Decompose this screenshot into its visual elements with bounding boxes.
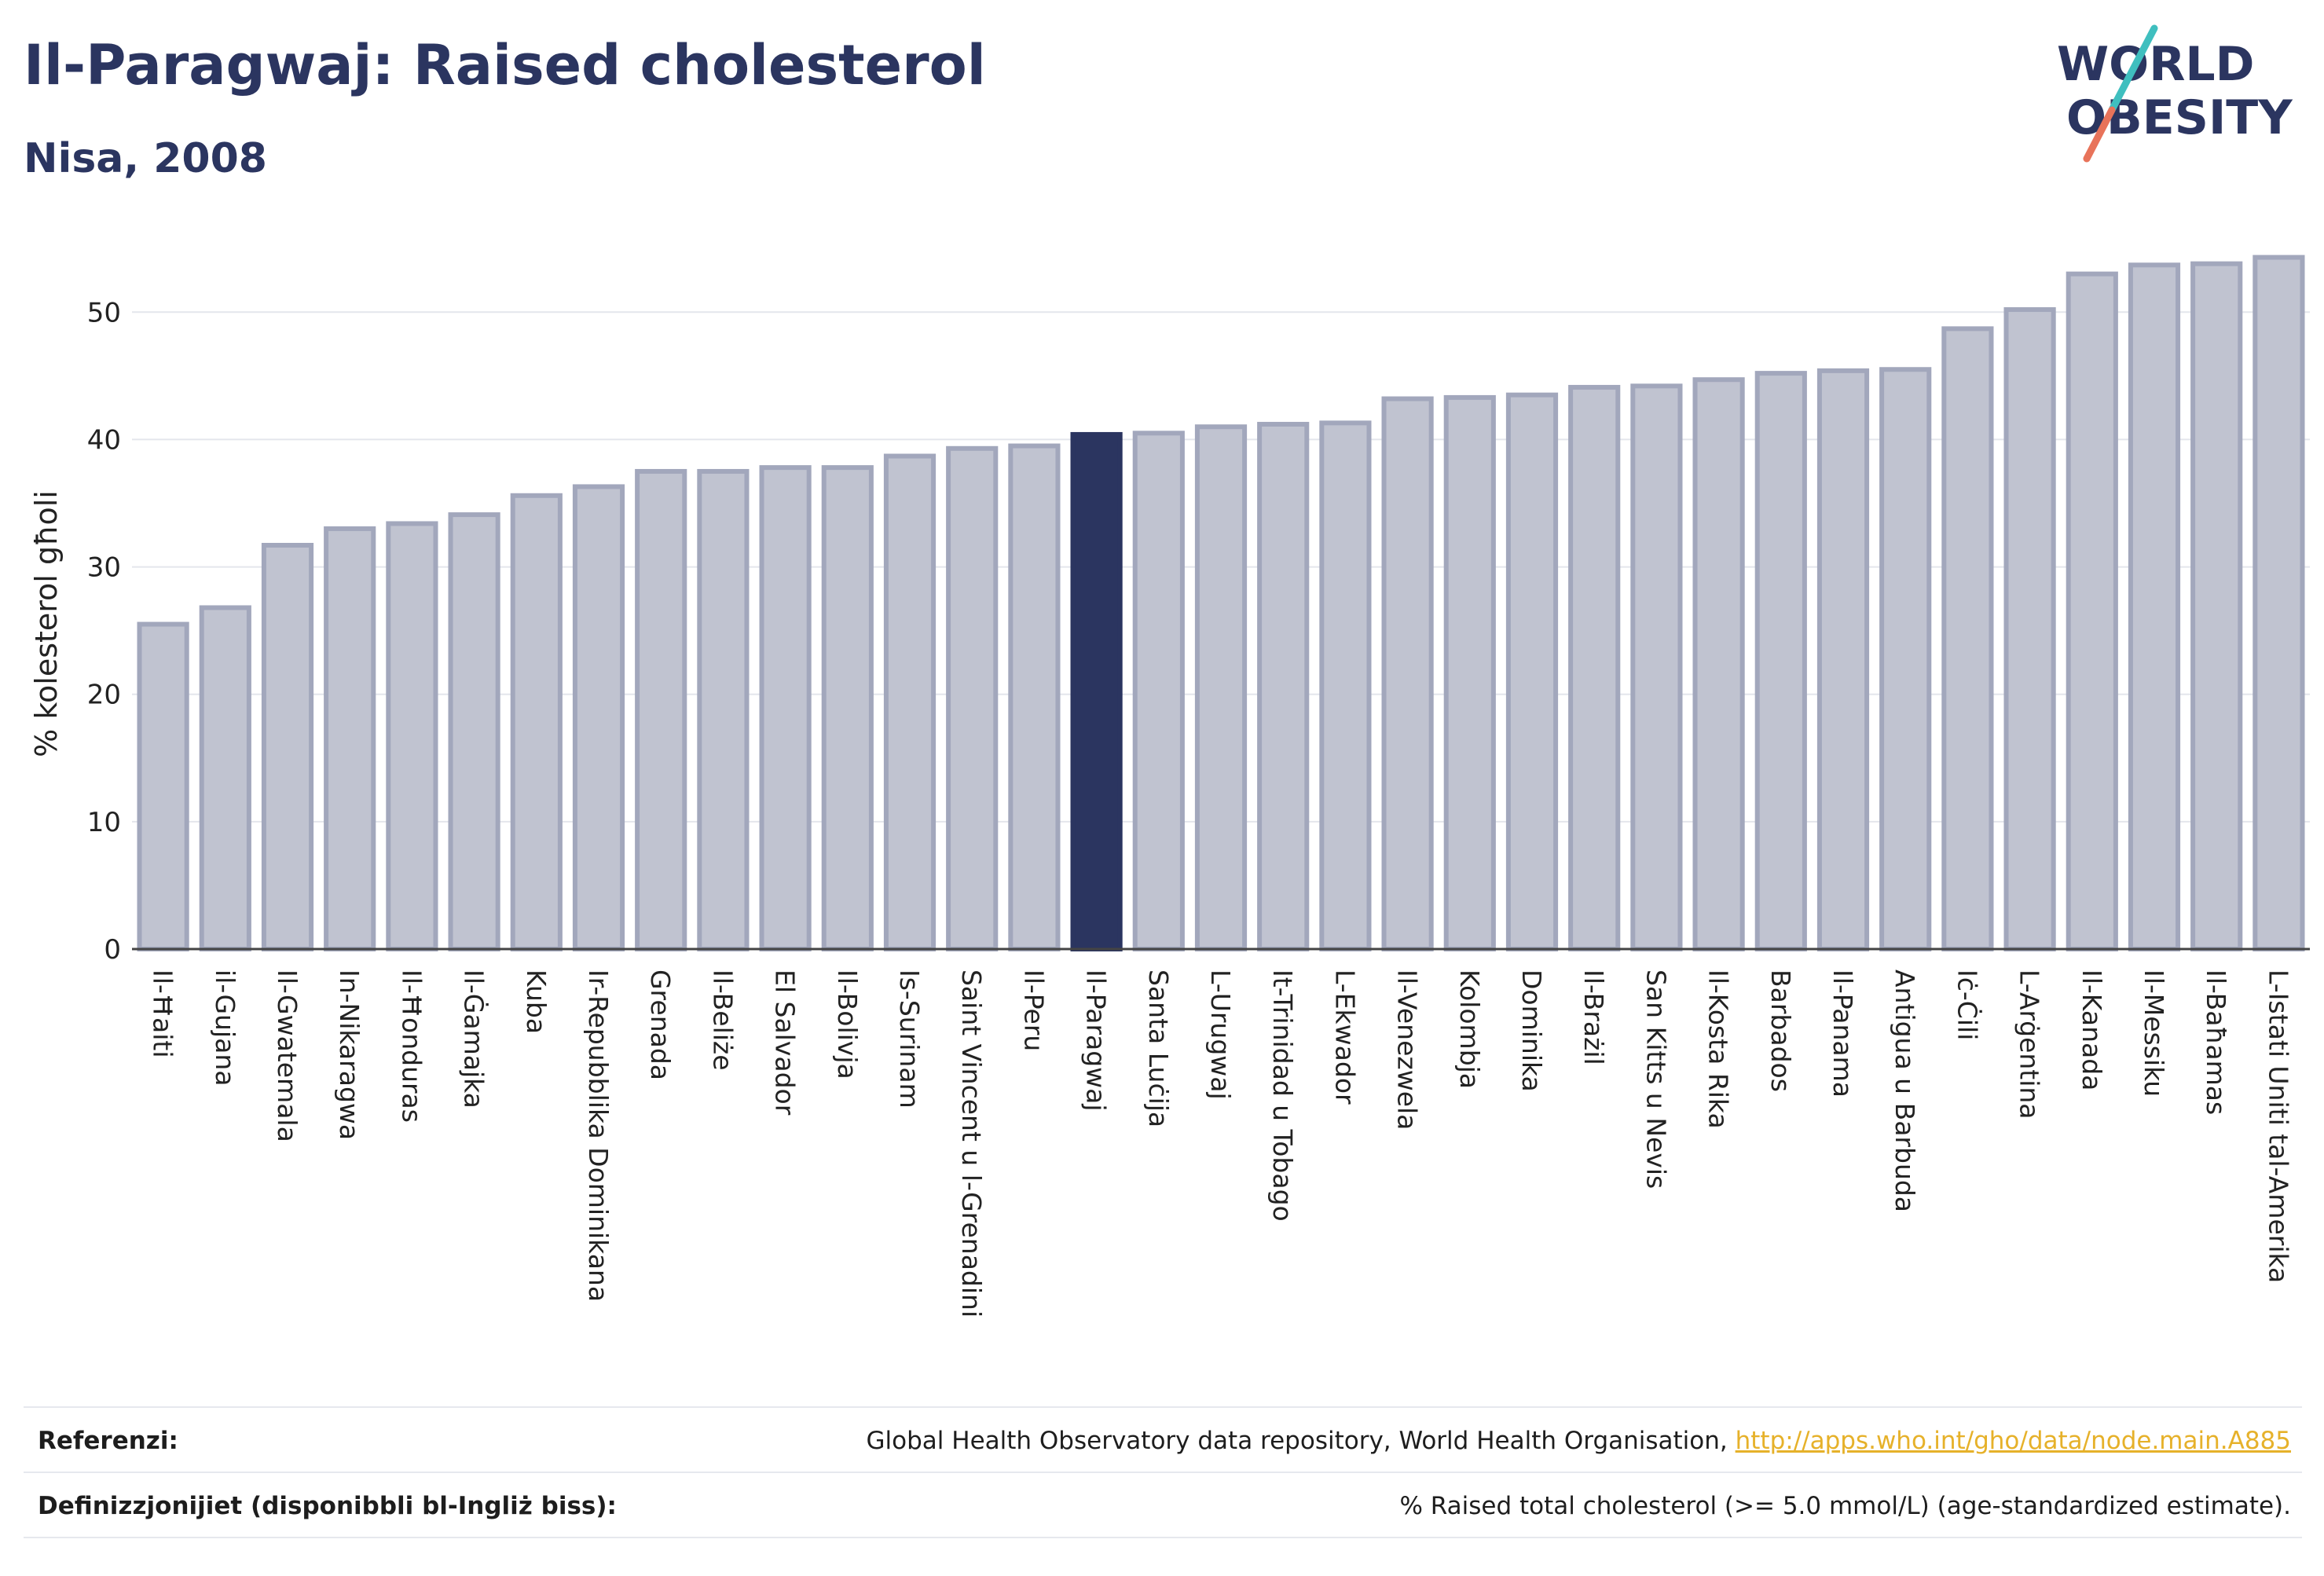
bar [1816, 368, 1870, 952]
logo-slash-coral [2083, 106, 2116, 163]
x-tick-label: Il-Kosta Rika [1703, 969, 1734, 1129]
x-tick-label: Barbados [1765, 969, 1796, 1092]
bar [2253, 255, 2305, 952]
bar [2128, 262, 2181, 951]
x-tick-label: Il-Ġamajka [459, 969, 490, 1109]
y-axis-ticks: 0 10 20 30 40 50 [87, 297, 121, 966]
x-tick-label: Il-Ħaiti [148, 969, 178, 1058]
x-tick-label: il-Gujana [210, 969, 240, 1086]
logo-slash-teal [2108, 24, 2158, 114]
x-tick-label: Il-Venezwela [1392, 969, 1423, 1130]
bar [1568, 384, 1621, 951]
x-tick-label: Il-Baħamas [2201, 969, 2231, 1115]
bars [137, 255, 2305, 952]
x-tick-label: Saint Vincent u l-Grenadini [956, 969, 987, 1318]
bar [448, 512, 500, 951]
x-tick-label: Il-Brażil [1578, 969, 1609, 1065]
bar [137, 621, 189, 951]
references-value: Global Health Observatory data repositor… [867, 1427, 2291, 1455]
x-tick-label: In-Nikaragwa [334, 969, 365, 1140]
y-tick-label: 50 [87, 297, 121, 328]
bar [2190, 261, 2243, 951]
bar [386, 521, 438, 951]
bar [572, 484, 625, 951]
footer-divider [24, 1537, 2302, 1538]
bar-highlighted [1070, 431, 1123, 951]
x-tick-label: It-Trinidad u Tobago [1267, 969, 1298, 1222]
x-tick-label: Il-Ħonduras [396, 969, 427, 1123]
x-tick-label: Kolombja [1454, 969, 1485, 1089]
bar [1194, 424, 1248, 951]
x-tick-label: Il-Bolivja [832, 969, 863, 1079]
x-tick-label: Antigua u Barbuda [1890, 969, 1920, 1212]
definitions-text: % Raised total cholesterol (>= 5.0 mmol/… [1399, 1492, 2291, 1520]
x-tick-label: Dominika [1516, 969, 1547, 1092]
bar [1630, 383, 1683, 952]
bar [1257, 421, 1310, 951]
y-tick-label: 20 [87, 680, 121, 711]
bar [1692, 377, 1745, 951]
x-tick-label: L-Urugwaj [1205, 969, 1236, 1100]
x-tick-label: Il-Paragwaj [1081, 969, 1112, 1112]
bar [1879, 367, 1932, 951]
definitions-row: Definizzjonijiet (disponibbli bl-Ingliż … [24, 1472, 2302, 1536]
definitions-label: Definizzjonijiet (disponibbli bl-Ingliż … [38, 1492, 617, 1520]
bar [1008, 443, 1061, 951]
bar [324, 526, 376, 951]
bar [697, 468, 750, 951]
bar [1941, 326, 1994, 952]
y-tick-label: 40 [87, 424, 121, 456]
x-tick-label: Is-Surinam [894, 969, 925, 1109]
bar [261, 543, 314, 951]
x-tick-label: Il-Panama [1827, 969, 1858, 1098]
bar [2003, 307, 2056, 951]
y-tick-label: 0 [104, 934, 121, 966]
references-row: Referenzi: Global Health Observatory dat… [24, 1406, 2302, 1471]
bar [946, 445, 999, 951]
x-tick-label: Il-Beliże [707, 969, 738, 1071]
x-tick-label: El Salvador [770, 969, 801, 1116]
x-tick-label: Il-Gwatemala [272, 969, 302, 1142]
bar [1381, 396, 1434, 951]
y-tick-label: 30 [87, 552, 121, 584]
references-label: Referenzi: [38, 1427, 178, 1455]
bar [1319, 420, 1372, 951]
x-tick-label: Ir-Repubblika Dominikana [583, 969, 614, 1302]
x-tick-label: Kuba [521, 969, 552, 1034]
x-axis-labels: Il-Ħaiti il-Gujana Il-Gwatemala In-Nikaragw… [148, 969, 2294, 1318]
x-tick-label: L-Istati Uniti tal-Amerika [2263, 969, 2293, 1283]
x-tick-label: Il-Kanada [2077, 969, 2107, 1090]
references-text: Global Health Observatory data repositor… [866, 1427, 1736, 1455]
bar-chart: 0 10 20 30 40 50 Il-Ħaiti il-Gujana Il-Gwatemal… [29, 255, 2310, 1318]
x-tick-label: Grenada [645, 969, 676, 1080]
bar [1443, 394, 1496, 951]
bar [1505, 392, 1559, 951]
x-tick-label: Il-Peru [1018, 969, 1049, 1051]
bar [199, 605, 251, 951]
x-tick-label: L-Ekwador [1329, 969, 1360, 1105]
chart-title: Il-Paragwaj: Raised cholesterol [24, 33, 986, 97]
bar [821, 465, 874, 951]
bar [635, 468, 687, 951]
bar [759, 465, 812, 951]
x-tick-label: San Kitts u Nevis [1640, 969, 1671, 1189]
x-tick-label: Il-Messiku [2139, 969, 2169, 1097]
bar [2066, 271, 2118, 951]
bar [510, 493, 563, 951]
y-axis-label: % kolesterol għoli [29, 490, 64, 757]
chart-subtitle: Nisa, 2008 [24, 135, 267, 182]
x-tick-label: L-Arġentina [2014, 969, 2045, 1120]
logo-line-1: WORLD [2057, 37, 2254, 92]
x-tick-label: Santa Luċija [1143, 969, 1174, 1127]
y-tick-label: 10 [87, 807, 121, 838]
bar [1132, 431, 1185, 951]
bar [883, 453, 937, 951]
bar [1754, 371, 1807, 952]
references-link[interactable]: http://apps.who.int/gho/data/node.main.A… [1735, 1427, 2291, 1455]
world-obesity-logo: WORLD OBESITY [2057, 24, 2293, 163]
x-tick-label: Iċ-Ċili [1952, 969, 1983, 1040]
